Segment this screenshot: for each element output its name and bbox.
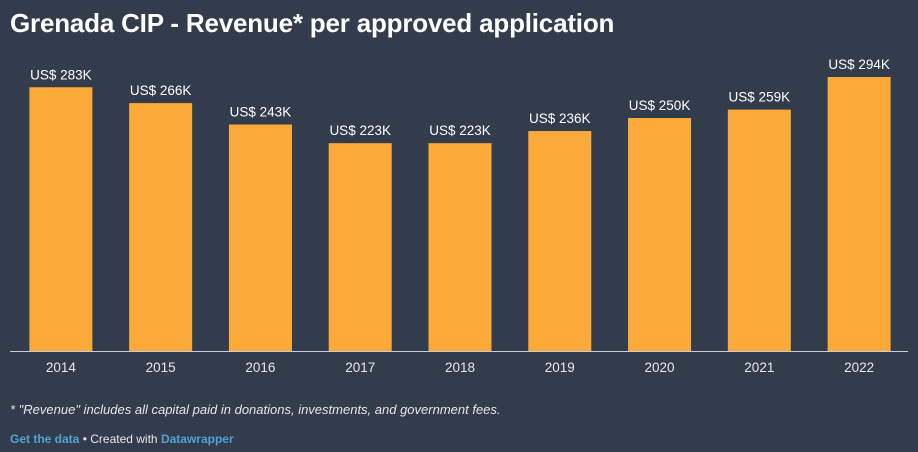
- value-label-2020: US$ 250K: [629, 98, 691, 113]
- x-tick-label-2015: 2015: [146, 360, 176, 375]
- value-label-2015: US$ 266K: [130, 83, 192, 98]
- x-tick-label-2020: 2020: [645, 360, 675, 375]
- bars-group: [29, 77, 891, 351]
- x-tick-label-2016: 2016: [245, 360, 275, 375]
- bar-2016: [228, 124, 292, 351]
- value-label-2014: US$ 283K: [30, 67, 92, 82]
- x-tick-label-2018: 2018: [445, 360, 475, 375]
- bar-2021: [727, 109, 791, 351]
- value-label-2021: US$ 259K: [729, 90, 791, 105]
- bar-2019: [528, 131, 592, 351]
- x-tick-label-2017: 2017: [345, 360, 375, 375]
- bar-2020: [628, 118, 692, 351]
- bar-2022: [827, 77, 891, 351]
- bar-2017: [328, 143, 392, 351]
- get-the-data-link[interactable]: Get the data: [10, 432, 80, 446]
- chart-title: Grenada CIP - Revenue* per approved appl…: [10, 8, 615, 38]
- x-tick-label-2022: 2022: [844, 360, 874, 375]
- value-label-2018: US$ 223K: [429, 123, 491, 138]
- footnote: * "Revenue" includes all capital paid in…: [10, 402, 501, 417]
- x-tick-label-2014: 2014: [46, 360, 77, 375]
- bar-2018: [428, 143, 492, 351]
- labels-group: US$ 283K 2014 US$ 266K 2015 US$ 243K 2016 US$ …: [30, 57, 890, 375]
- value-label-2022: US$ 294K: [828, 57, 890, 72]
- value-label-2017: US$ 223K: [329, 123, 391, 138]
- footer-separator: • Created with: [79, 432, 161, 446]
- x-tick-label-2019: 2019: [545, 360, 575, 375]
- value-label-2019: US$ 236K: [529, 111, 591, 126]
- x-tick-label-2021: 2021: [744, 360, 774, 375]
- datawrapper-link[interactable]: Datawrapper: [160, 432, 234, 446]
- bar-2015: [129, 103, 193, 351]
- bar-2014: [29, 87, 93, 351]
- value-label-2016: US$ 243K: [230, 105, 292, 120]
- footer: Get the data • Created with Datawrapper: [10, 432, 234, 446]
